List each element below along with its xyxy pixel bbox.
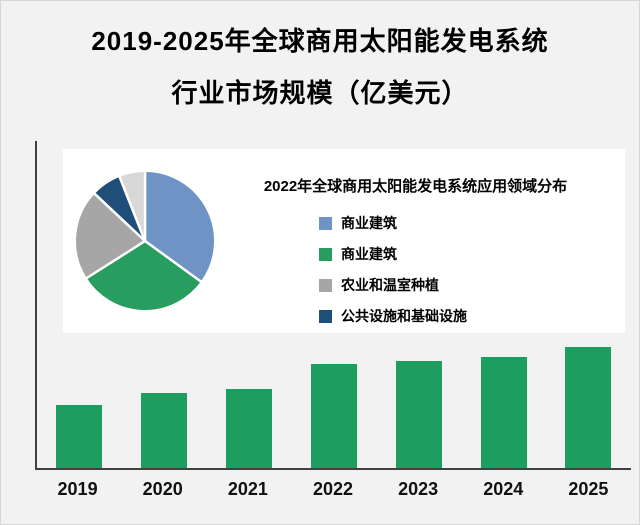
pie-legend: 商业建筑 商业建筑 农业和温室种植 公共设施和基础设施	[319, 213, 467, 337]
x-axis-label: 2019	[57, 479, 98, 499]
legend-swatch	[319, 309, 332, 323]
legend-item: 商业建筑	[319, 213, 467, 233]
pie-chart-wrap	[67, 163, 223, 319]
pie-slice	[73, 191, 147, 281]
legend-label: 农业和温室种植	[341, 277, 439, 293]
bar	[56, 404, 103, 468]
bar	[565, 347, 612, 468]
bar	[480, 357, 527, 468]
page-title-line1: 2019-2025年全球商用太阳能发电系统	[91, 26, 549, 56]
legend-item: 商业建筑	[319, 244, 467, 264]
pie-slice	[84, 239, 204, 313]
legend-swatch	[319, 216, 332, 230]
x-axis-label: 2021	[227, 479, 268, 499]
pie-slice	[117, 169, 147, 242]
x-axis-label: 2025	[568, 479, 609, 499]
legend-label: 商业建筑	[341, 246, 397, 262]
x-axis-label: 2020	[142, 479, 183, 499]
bar	[226, 388, 273, 468]
page-title: 2019-2025年全球商用太阳能发电系统 行业市场规模（亿美元）	[1, 15, 639, 119]
legend-item: 公共设施和基础设施	[319, 306, 467, 326]
bar	[310, 363, 357, 468]
x-axis-label: 2024	[483, 479, 524, 499]
legend-swatch	[319, 247, 332, 261]
bar	[141, 392, 188, 468]
legend-label: 公共设施和基础设施	[341, 308, 467, 324]
legend-item: 农业和温室种植	[319, 275, 467, 295]
page-title-line2: 行业市场规模（亿美元）	[171, 78, 469, 108]
pie-chart-panel: 2022年全球商用太阳能发电系统应用领域分布 商业建筑 商业建筑 农业和温室种植 公共…	[63, 149, 625, 333]
bar-series	[37, 141, 631, 468]
x-axis-label: 2023	[398, 479, 439, 499]
bar-chart-plot-area	[35, 141, 631, 470]
legend-label: 商业建筑	[341, 215, 397, 231]
bar	[395, 360, 442, 468]
x-axis-label: 2022	[312, 479, 353, 499]
x-axis-labels: 2019 2020 2021 2022 2023 2024 2025	[35, 479, 631, 500]
pie-slice	[143, 169, 217, 284]
pie-chart-title: 2022年全球商用太阳能发电系统应用领域分布	[263, 178, 568, 195]
legend-swatch	[319, 278, 332, 292]
pie-chart	[73, 169, 217, 313]
